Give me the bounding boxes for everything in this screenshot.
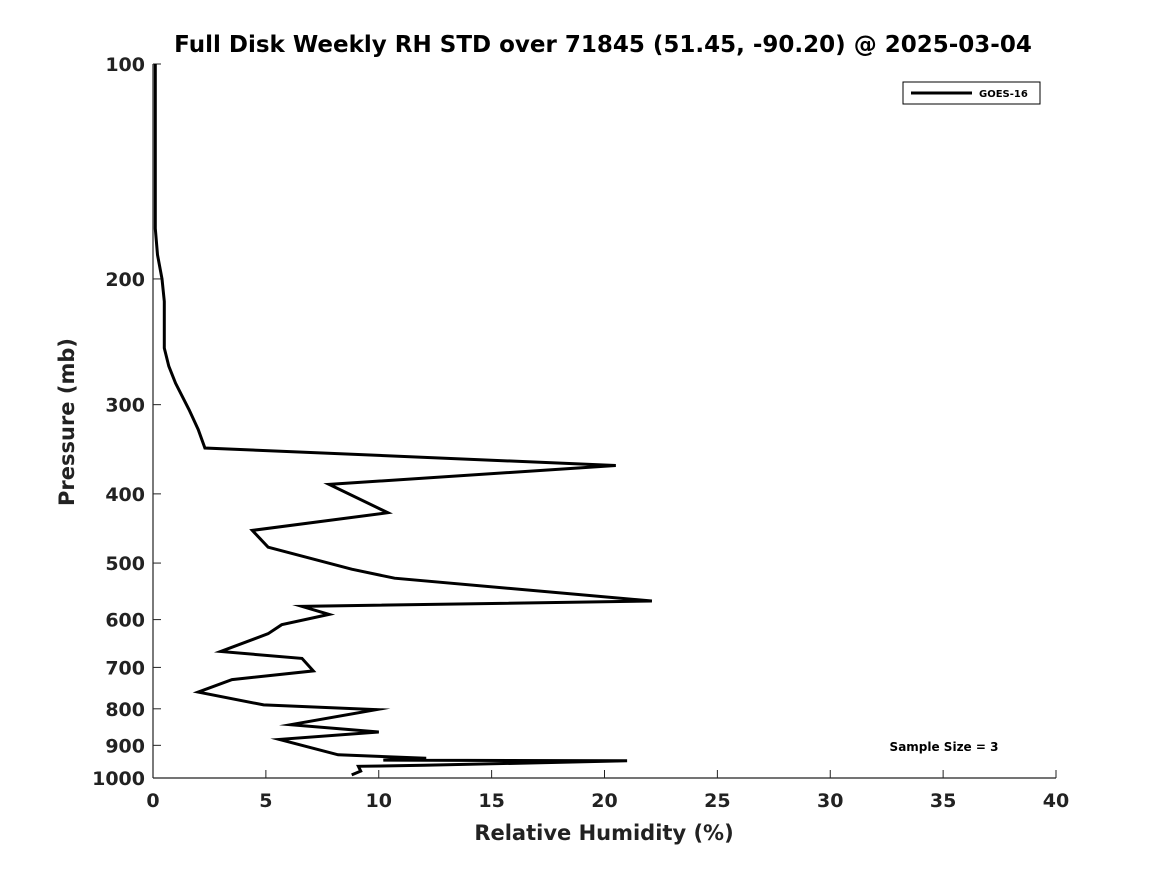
y-tick-label-200: 200 [105,269,145,291]
y-tick-label-600: 600 [105,610,145,632]
x-tick-label-5: 5 [259,790,272,812]
y-axis-label: Pressure (mb) [55,338,79,506]
y-tick-label-400: 400 [105,484,145,506]
y-tick-label-700: 700 [105,657,145,679]
y-tick-label-100: 100 [105,54,145,76]
x-tick-label-25: 25 [704,790,730,812]
x-tick-label-0: 0 [146,790,159,812]
series-line-goes-16 [153,64,653,777]
y-tick-label-300: 300 [105,395,145,417]
plot-area: 0 5 10 15 20 25 30 35 40 100 200 300 400 500 600 700 800… [92,54,1069,812]
y-tick-label-500: 500 [105,553,145,575]
chart-title: Full Disk Weekly RH STD over 71845 (51.4… [174,32,1032,58]
sample-size-annotation: Sample Size = 3 [890,740,999,754]
x-tick-label-30: 30 [817,790,843,812]
x-tick-label-20: 20 [591,790,617,812]
x-tick-label-40: 40 [1043,790,1069,812]
x-tick-label-35: 35 [930,790,956,812]
x-tick-label-15: 15 [478,790,504,812]
x-axis-label: Relative Humidity (%) [474,821,733,845]
y-tick-label-1000: 1000 [92,768,145,790]
legend-label-goes-16: GOES-16 [979,89,1028,100]
y-tick-label-900: 900 [105,735,145,757]
y-tick-label-800: 800 [105,699,145,721]
x-tick-label-10: 10 [366,790,392,812]
legend: GOES-16 [902,81,1041,105]
